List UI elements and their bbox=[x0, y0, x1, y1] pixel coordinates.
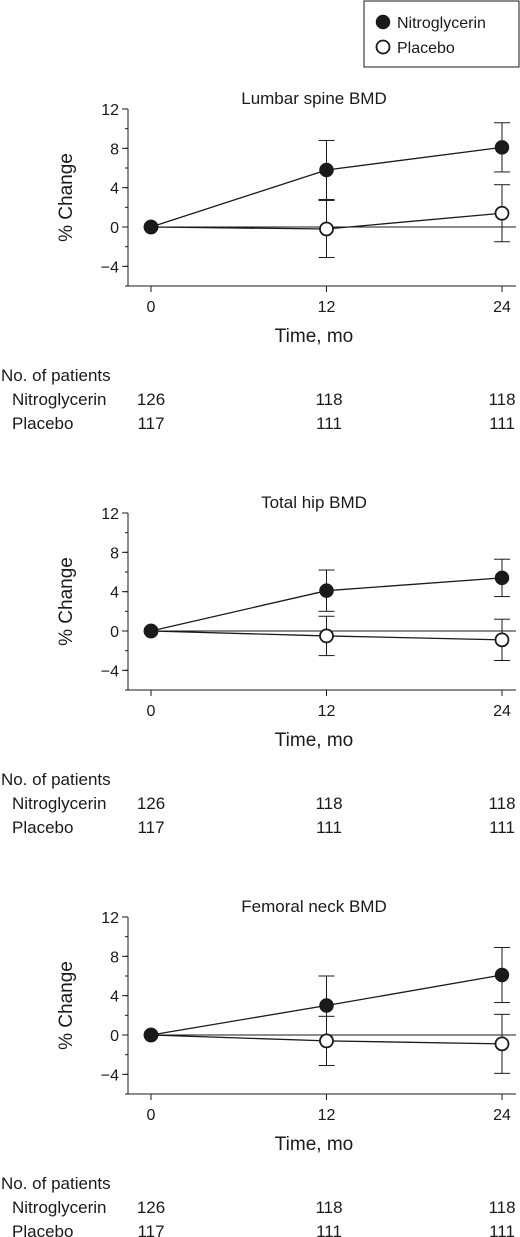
y-tick-label: 12 bbox=[101, 102, 119, 119]
patients-count: 118 bbox=[488, 1198, 515, 1217]
patients-count: 118 bbox=[315, 794, 342, 813]
point-placebo bbox=[494, 205, 510, 221]
point-nitroglycerin bbox=[494, 967, 510, 983]
x-tick-label: 12 bbox=[318, 299, 336, 316]
panel-title: Femoral neck BMD bbox=[241, 897, 386, 916]
y-axis-label: % Change bbox=[56, 961, 77, 1050]
legend-nitroglycerin-label: Nitroglycerin bbox=[397, 15, 486, 32]
patients-count: 117 bbox=[137, 414, 164, 433]
patients-count: 118 bbox=[315, 1198, 342, 1217]
legend-placebo-label: Placebo bbox=[397, 40, 455, 57]
patients-count: 111 bbox=[316, 818, 342, 837]
legend: Nitroglycerin Placebo bbox=[363, 0, 520, 68]
y-tick-label: 0 bbox=[110, 220, 119, 237]
patients-table-header: No. of patients bbox=[1, 366, 111, 385]
legend-frame bbox=[363, 0, 520, 68]
point-nitroglycerin bbox=[143, 623, 159, 639]
patients-table-header: No. of patients bbox=[1, 770, 111, 789]
x-tick-label: 0 bbox=[147, 1107, 156, 1124]
panel-title: Total hip BMD bbox=[261, 493, 367, 512]
x-tick-label: 0 bbox=[147, 703, 156, 720]
patients-row-label: Nitroglycerin bbox=[12, 1198, 106, 1217]
point-nitroglycerin bbox=[143, 219, 159, 235]
x-axis-label: Time, mo bbox=[275, 1134, 353, 1155]
y-tick-label: 0 bbox=[110, 624, 119, 641]
x-axis-label: Time, mo bbox=[275, 730, 353, 751]
patients-count: 118 bbox=[488, 794, 515, 813]
x-tick-label: 24 bbox=[493, 1107, 511, 1124]
patients-row-label: Placebo bbox=[12, 414, 73, 433]
legend-nitroglycerin-marker bbox=[375, 14, 391, 30]
patients-count: 126 bbox=[137, 390, 165, 409]
patients-count: 126 bbox=[137, 794, 165, 813]
y-tick-label: 4 bbox=[110, 181, 119, 198]
patients-row-label: Nitroglycerin bbox=[12, 794, 106, 813]
y-tick-label: 8 bbox=[110, 949, 119, 966]
point-placebo bbox=[494, 632, 510, 648]
y-axis-label: % Change bbox=[56, 557, 77, 646]
point-placebo bbox=[319, 221, 334, 237]
x-tick-label: 24 bbox=[493, 703, 511, 720]
y-tick-label: 4 bbox=[110, 585, 119, 602]
x-tick-label: 0 bbox=[147, 299, 156, 316]
y-tick-label: 12 bbox=[101, 910, 119, 927]
patients-count: 117 bbox=[137, 1222, 164, 1237]
patients-count: 111 bbox=[489, 1222, 515, 1237]
x-tick-label: 24 bbox=[493, 299, 511, 316]
patients-count: 111 bbox=[316, 414, 342, 433]
y-tick-label: 8 bbox=[110, 141, 119, 158]
patients-count: 118 bbox=[488, 390, 515, 409]
y-tick-label: −4 bbox=[101, 259, 119, 276]
point-nitroglycerin bbox=[319, 998, 334, 1013]
y-tick-label: −4 bbox=[101, 1067, 119, 1084]
point-nitroglycerin bbox=[494, 570, 510, 586]
y-tick-label: −4 bbox=[101, 663, 119, 680]
point-placebo bbox=[494, 1036, 510, 1052]
point-placebo bbox=[319, 1033, 334, 1049]
patients-row-label: Placebo bbox=[12, 818, 73, 837]
x-axis-label: Time, mo bbox=[275, 326, 353, 347]
point-nitroglycerin bbox=[143, 1027, 159, 1043]
point-nitroglycerin bbox=[494, 140, 510, 155]
y-tick-label: 0 bbox=[110, 1028, 119, 1045]
x-tick-label: 12 bbox=[318, 1107, 336, 1124]
y-axis-label: % Change bbox=[56, 153, 77, 242]
y-tick-label: 4 bbox=[110, 989, 119, 1006]
patients-row-label: Placebo bbox=[12, 1222, 73, 1237]
patients-count: 126 bbox=[137, 1198, 165, 1217]
panel-3: Femoral neck BMD 12 8 4 0 −4 0 12 24 Time, mo % Ch… bbox=[1, 897, 516, 1237]
panel-1: Lumbar spine BMD 12 8 4 0 −4 0 12 24 Time, mo % Ch… bbox=[1, 89, 516, 433]
patients-count: 118 bbox=[315, 390, 342, 409]
y-tick-label: 8 bbox=[110, 545, 119, 562]
point-placebo bbox=[319, 628, 334, 644]
point-nitroglycerin bbox=[319, 583, 334, 598]
panel-2: Total hip BMD 12 8 4 0 −4 0 12 24 Time, mo % Chang… bbox=[1, 493, 516, 837]
patients-row-label: Nitroglycerin bbox=[12, 390, 106, 409]
y-tick-label: 12 bbox=[101, 506, 119, 523]
patients-count: 111 bbox=[316, 1222, 342, 1237]
patients-count: 111 bbox=[489, 414, 515, 433]
panel-title: Lumbar spine BMD bbox=[241, 89, 387, 108]
x-tick-label: 12 bbox=[318, 703, 336, 720]
patients-count: 117 bbox=[137, 818, 164, 837]
patients-table-header: No. of patients bbox=[1, 1174, 111, 1193]
point-nitroglycerin bbox=[319, 162, 334, 178]
patients-count: 111 bbox=[489, 818, 515, 837]
panels: Lumbar spine BMD 12 8 4 0 −4 0 12 24 Time, mo % Ch… bbox=[1, 89, 516, 1237]
legend-placebo-marker bbox=[375, 39, 391, 55]
